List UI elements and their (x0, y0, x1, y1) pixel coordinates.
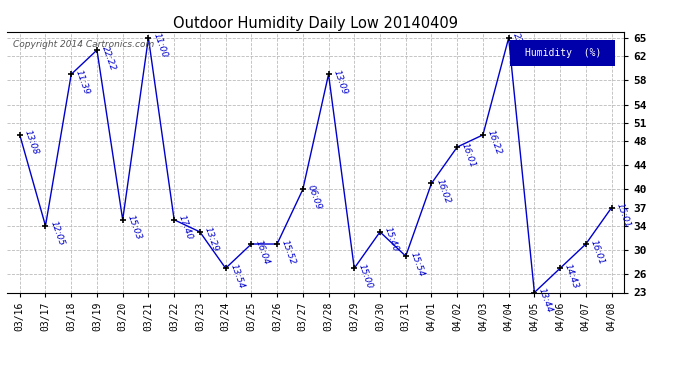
Text: 16:02: 16:02 (434, 177, 451, 205)
Text: 13:09: 13:09 (331, 69, 348, 96)
Text: 11:39: 11:39 (74, 69, 91, 96)
Text: 16:04: 16:04 (254, 238, 271, 266)
Text: 06:09: 06:09 (306, 184, 323, 211)
Text: 23:52: 23:52 (511, 32, 529, 60)
Text: Copyright 2014 Cartronics.com: Copyright 2014 Cartronics.com (13, 40, 155, 49)
Text: 15:40: 15:40 (383, 226, 400, 254)
Text: 16:22: 16:22 (486, 129, 503, 157)
Text: 13:54: 13:54 (228, 262, 246, 290)
Text: 15:00: 15:00 (357, 262, 375, 290)
Text: 12:05: 12:05 (48, 220, 66, 248)
Title: Outdoor Humidity Daily Low 20140409: Outdoor Humidity Daily Low 20140409 (173, 16, 458, 31)
Text: 15:52: 15:52 (280, 238, 297, 266)
Text: 11:00: 11:00 (151, 32, 168, 60)
Text: 16:01: 16:01 (460, 141, 477, 169)
Text: 13:08: 13:08 (23, 129, 40, 157)
Text: 14:43: 14:43 (563, 262, 580, 290)
Text: 15:03: 15:03 (126, 214, 143, 242)
Text: 16:01: 16:01 (589, 238, 606, 266)
Text: 13:44: 13:44 (538, 286, 555, 314)
Text: 15:54: 15:54 (408, 250, 426, 278)
Text: 22:22: 22:22 (100, 44, 117, 72)
Text: 13:29: 13:29 (203, 226, 220, 254)
Text: 15:01: 15:01 (614, 202, 632, 229)
Text: 17:40: 17:40 (177, 214, 195, 242)
